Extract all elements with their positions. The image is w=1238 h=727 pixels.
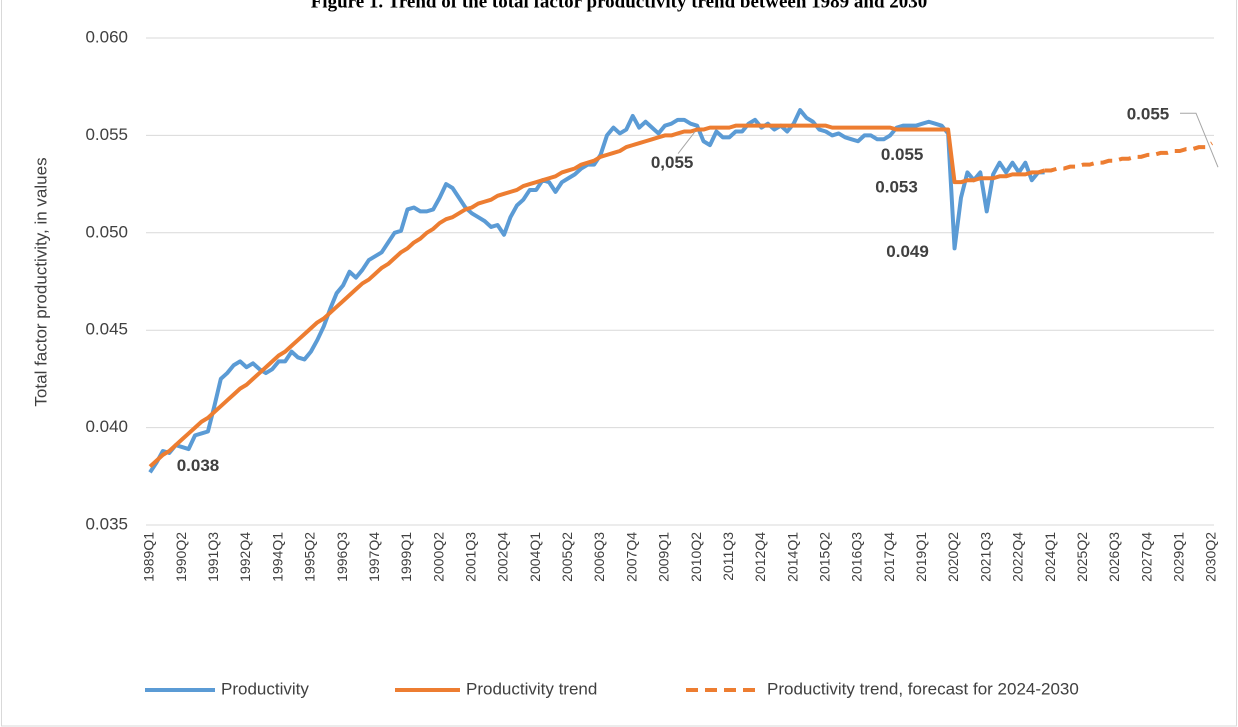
x-tick-label: 2015Q2 (817, 532, 833, 582)
x-tick-label: 1997Q4 (366, 532, 382, 582)
x-tick-label: 2029Q1 (1171, 532, 1187, 582)
x-tick-label: 1990Q2 (173, 532, 189, 582)
x-tick-label: 1996Q3 (334, 532, 350, 582)
x-tick-label: 2021Q3 (977, 532, 993, 582)
x-tick-label: 2010Q2 (688, 532, 704, 582)
data-label: 0.049 (886, 242, 929, 261)
series-line (148, 123, 1046, 469)
y-tick-label: 0.035 (85, 514, 128, 533)
x-tick-label: 2011Q3 (720, 532, 736, 581)
x-tick-label: 2017Q4 (881, 532, 897, 582)
leader-line (677, 131, 696, 154)
x-tick-label: 2022Q4 (1010, 532, 1026, 582)
x-tick-label: 1995Q2 (302, 532, 318, 582)
x-tick-label: 1989Q1 (141, 532, 157, 582)
x-tick-label: 2025Q2 (1074, 532, 1090, 582)
x-tick-label: 2024Q1 (1042, 532, 1058, 582)
x-tick-label: 2016Q3 (849, 532, 865, 582)
y-axis-title: Total factor productivity, in values (31, 157, 50, 406)
legend: Productivity Productivity trend Productivi… (145, 679, 1079, 698)
series-line (1044, 141, 1214, 173)
x-tick-label: 1994Q1 (269, 532, 285, 582)
data-label: 0.038 (177, 456, 220, 475)
y-tick-label: 0.045 (85, 320, 128, 339)
leader-line (1180, 112, 1219, 168)
x-tick-label: 2007Q4 (623, 532, 639, 582)
x-tick-label: 2004Q1 (527, 532, 543, 582)
y-tick-label: 0.050 (85, 222, 128, 241)
x-tick-label: 1999Q1 (398, 532, 414, 582)
legend-label: Productivity (221, 679, 309, 698)
labels: 0.049 0.038 0,055 0.055 0.053 0.055 (177, 105, 1219, 475)
data-label: 0.055 (881, 145, 924, 164)
x-tick-label: 2026Q3 (1106, 532, 1122, 582)
x-tick-label: 2002Q4 (495, 532, 511, 582)
legend-label: Productivity trend (466, 679, 597, 698)
x-tick-label: 2001Q3 (463, 532, 479, 582)
y-tick-label: 0.040 (85, 417, 128, 436)
x-tick-label: 2019Q1 (913, 532, 929, 582)
x-tick-label: 2009Q1 (656, 532, 672, 582)
x-tick-label: 2005Q2 (559, 532, 575, 582)
grid: 0.035 0.040 0.045 0.050 0.055 0.060 1989Q1 1990… (85, 27, 1218, 581)
x-tick-label: 2027Q4 (1138, 532, 1154, 582)
x-tick-label: 1991Q3 (205, 532, 221, 582)
y-tick-label: 0.060 (85, 27, 128, 46)
x-tick-label: 2000Q2 (430, 532, 446, 582)
x-tick-label: 2020Q2 (945, 532, 961, 582)
data-label: 0,055 (651, 153, 694, 172)
plot (148, 108, 1214, 474)
chart-title: Figure 1. Trend of the total factor prod… (311, 0, 928, 12)
x-tick-label: 2030Q2 (1203, 532, 1219, 582)
x-tick-label: 1992Q4 (237, 532, 253, 582)
x-tick-label: 2012Q4 (752, 532, 768, 582)
data-label: 0.055 (1127, 105, 1170, 124)
data-label: 0.053 (875, 178, 918, 197)
y-tick-label: 0.055 (85, 125, 128, 144)
legend-label: Productivity trend, forecast for 2024-20… (767, 679, 1079, 698)
x-tick-label: 2006Q3 (591, 532, 607, 582)
x-tick-label: 2014Q1 (784, 532, 800, 582)
